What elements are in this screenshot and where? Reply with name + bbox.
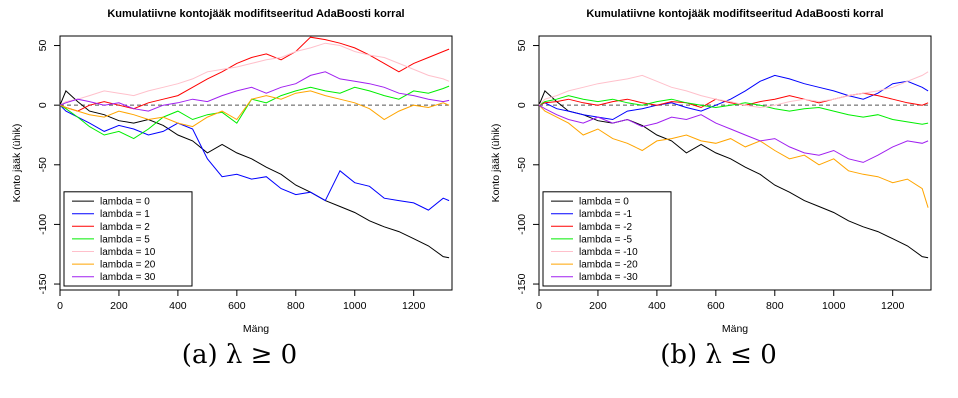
x-axis-label: Mäng	[243, 323, 269, 335]
legend-label: lambda = 2	[100, 222, 150, 233]
x-tick-label: 400	[169, 300, 187, 312]
x-tick-label: 1000	[343, 300, 367, 312]
caption-a: (a) λ ≥ 0	[181, 340, 298, 370]
y-tick-label: -100	[516, 214, 528, 235]
legend-label: lambda = -5	[579, 234, 633, 245]
x-tick-label: 600	[707, 300, 725, 312]
x-tick-label: 1200	[881, 300, 905, 312]
y-tick-label: -150	[37, 273, 49, 294]
chart-panel-a: Kumulatiivne kontojääk modifitseeritud A…	[11, 8, 453, 370]
series-line-4	[538, 71, 929, 109]
y-tick-label: 0	[37, 102, 49, 108]
y-axis-label: Konto jääk (ühik)	[11, 124, 23, 203]
series-line-3	[59, 85, 450, 140]
series-line-1	[538, 74, 929, 121]
y-tick-label: -150	[516, 273, 528, 294]
x-axis-label: Mäng	[722, 323, 748, 335]
y-axis-label: Konto jääk (ühik)	[490, 124, 502, 203]
y-tick-label: 50	[37, 40, 49, 52]
series-line-5	[59, 90, 450, 128]
y-tick-label: 0	[516, 102, 528, 108]
x-tick-label: 0	[536, 300, 542, 312]
legend-label: lambda = 0	[579, 197, 629, 208]
chart-panel-b: Kumulatiivne kontojääk modifitseeritud A…	[479, 0, 958, 398]
legend-label: lambda = 10	[100, 247, 156, 258]
legend-label: lambda = 20	[100, 260, 156, 271]
series-line-3	[538, 95, 929, 125]
series-line-6	[538, 104, 929, 163]
legend-box	[63, 191, 193, 287]
chart-svg-b: Kumulatiivne kontojääk modifitseeritud A…	[490, 8, 932, 335]
x-tick-label: 400	[648, 300, 666, 312]
legend-label: lambda = -1	[579, 209, 633, 220]
plot-frame	[59, 35, 453, 291]
y-tick-label: -100	[37, 214, 49, 235]
caption-b: (b) λ ≤ 0	[660, 340, 777, 370]
legend-label: lambda = 30	[100, 272, 156, 283]
plot-frame	[538, 35, 932, 291]
legend-label: lambda = -2	[579, 222, 633, 233]
x-tick-label: 1200	[402, 300, 426, 312]
legend-label: lambda = 1	[100, 209, 150, 220]
legend-label: lambda = -30	[579, 272, 638, 283]
chart-svg-a: Kumulatiivne kontojääk modifitseeritud A…	[11, 8, 453, 335]
legend-label: lambda = 5	[100, 234, 150, 245]
x-tick-label: 800	[766, 300, 784, 312]
series-line-5	[538, 104, 929, 208]
x-tick-label: 1000	[822, 300, 846, 312]
y-tick-label: 50	[516, 40, 528, 52]
chart-title: Kumulatiivne kontojääk modifitseeritud A…	[586, 8, 883, 20]
legend-label: lambda = -20	[579, 260, 638, 271]
legend-label: lambda = 0	[100, 197, 150, 208]
legend-label: lambda = -10	[579, 247, 638, 258]
x-tick-label: 800	[287, 300, 305, 312]
x-tick-label: 200	[589, 300, 607, 312]
x-tick-label: 600	[228, 300, 246, 312]
series-line-1	[59, 104, 450, 211]
chart-title: Kumulatiivne kontojääk modifitseeritud A…	[107, 8, 404, 20]
y-tick-label: -50	[37, 157, 49, 172]
series-line-4	[59, 42, 450, 106]
y-tick-label: -50	[516, 157, 528, 172]
series-line-0	[59, 90, 450, 259]
series-line-2	[538, 92, 929, 109]
x-tick-label: 200	[110, 300, 128, 312]
x-tick-label: 0	[57, 300, 63, 312]
series-line-6	[59, 71, 450, 112]
